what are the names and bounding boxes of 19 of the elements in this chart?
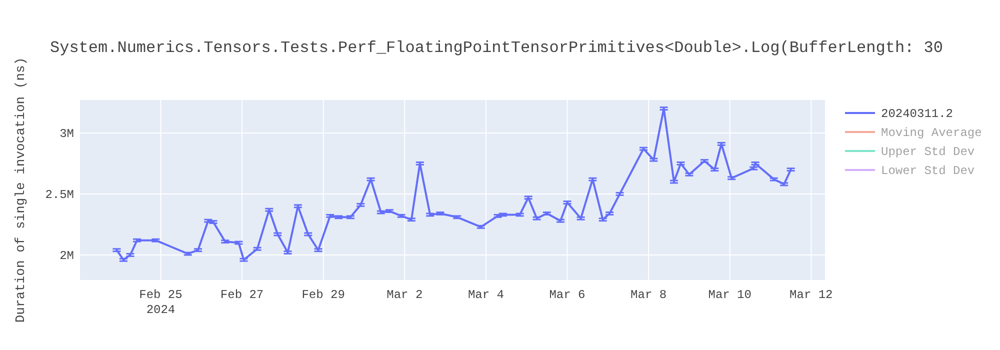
legend-label: 20240311.2 <box>881 107 954 121</box>
x-tick-label: Mar 4 <box>468 288 504 302</box>
x-tick-label: Mar 10 <box>708 288 752 302</box>
y-axis-title: Duration of single invocation (ns) <box>13 57 28 323</box>
y-tick-label: 2.5M <box>45 188 74 202</box>
x-tick-label: Feb 25 2024 <box>139 288 182 317</box>
y-tick-label: 3M <box>60 126 74 141</box>
chart-title: System.Numerics.Tensors.Tests.Perf_FloatingPointTensorPrimitives<Double>.Log(BufferLength: 30 <box>50 39 943 57</box>
x-tick-label: Mar 12 <box>790 288 833 302</box>
x-tick-label: Feb 27 <box>220 288 264 302</box>
x-tick-label: Mar 6 <box>549 288 586 302</box>
x-tick-label: Feb 29 <box>302 288 345 302</box>
legend-label: Upper Std Dev <box>881 145 975 159</box>
y-tick-label: 2M <box>60 248 74 263</box>
legend-label: Lower Std Dev <box>881 164 975 178</box>
x-tick-label: Mar 8 <box>630 288 667 302</box>
legend-label: Moving Average <box>881 126 982 140</box>
x-tick-label: Mar 2 <box>386 288 423 302</box>
line-series <box>116 108 792 261</box>
